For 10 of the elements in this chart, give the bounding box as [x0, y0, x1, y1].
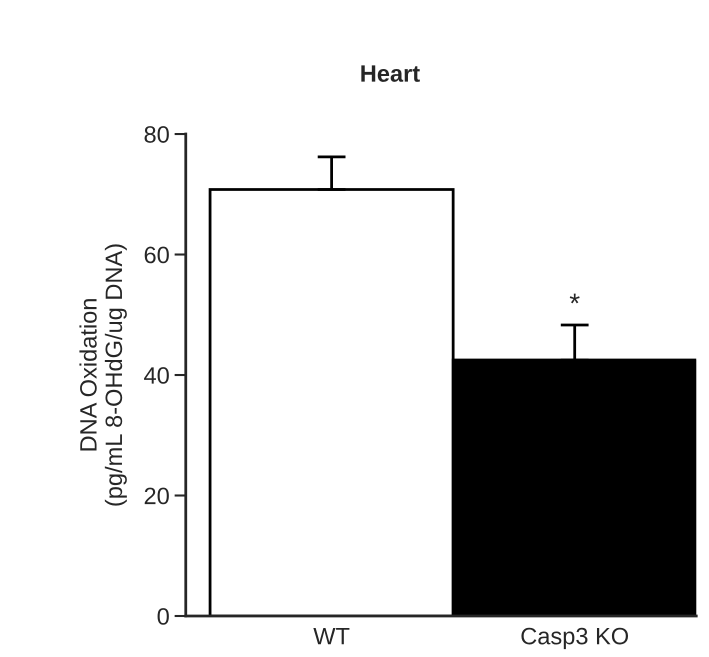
x-tick-label: WT	[313, 628, 350, 644]
y-axis-title: DNA Oxidation (pg/mL 8-OHdG/ug DNA)	[79, 244, 127, 506]
y-tick-label: 40	[144, 367, 169, 384]
x-tick-label: Casp3 KO	[521, 628, 628, 650]
chart-title: Heart	[361, 65, 420, 82]
y-tick-label: 0	[158, 608, 169, 625]
y-tick-label: 80	[144, 126, 169, 143]
y-tick-label: 60	[144, 246, 169, 264]
annotation: *	[570, 294, 580, 304]
y-tick-label: 20	[144, 488, 169, 504]
